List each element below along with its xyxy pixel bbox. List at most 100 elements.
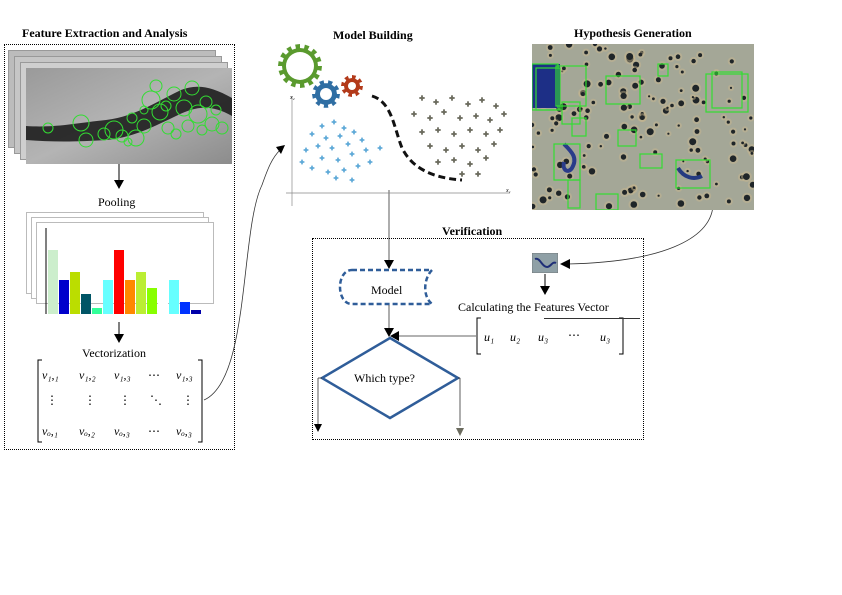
histogram-bar bbox=[158, 294, 168, 314]
section-title-model: Model Building bbox=[333, 28, 413, 42]
gear-icon-red bbox=[341, 75, 363, 97]
scatter-point bbox=[475, 113, 477, 119]
histogram-bar bbox=[180, 302, 190, 314]
scatter-point bbox=[467, 101, 469, 107]
scatter-point bbox=[499, 127, 501, 133]
scatter-point bbox=[347, 141, 349, 147]
classification-scatter-plot: x₂ x₁ bbox=[286, 94, 511, 206]
scatter-point bbox=[311, 131, 313, 137]
connector-arrowhead bbox=[390, 331, 399, 341]
scatter-point bbox=[469, 127, 471, 133]
scatter-point bbox=[489, 117, 491, 123]
arrow-to-vectorization bbox=[114, 322, 124, 343]
matrix-cell: v₁,₁ bbox=[42, 368, 59, 382]
candidate-patch-image bbox=[532, 253, 558, 273]
scatter-point bbox=[337, 157, 339, 163]
hypothesis-to-verification-connector bbox=[567, 205, 714, 265]
x-axis-label: x₁ bbox=[505, 188, 511, 194]
scatter-point bbox=[437, 127, 439, 133]
feature-vector: u₁ u₂ u₃ ⋯ u₃ bbox=[476, 316, 626, 356]
matrix-cell: ⋱ bbox=[150, 393, 162, 407]
histogram-bar bbox=[147, 288, 157, 314]
scatter-point bbox=[327, 169, 329, 175]
scatter-point bbox=[421, 95, 423, 101]
connector-arrowhead bbox=[560, 259, 570, 269]
scatter-point bbox=[445, 147, 447, 153]
gears-illustration bbox=[278, 44, 363, 108]
scatter-point bbox=[477, 171, 479, 177]
gear-icon-green bbox=[278, 44, 322, 88]
scatter-point bbox=[343, 167, 345, 173]
connector-arrowhead bbox=[384, 328, 394, 337]
vectorization-label: Vectorization bbox=[82, 346, 146, 360]
calc-features-label: Calculating the Features Vector bbox=[458, 300, 609, 314]
feature-matrix: v₁,₁ v₁,₂ v₁,₃ ⋯ v₁,₃ ⋮ ⋮ ⋮ ⋱ ⋮ vₒ,₁ vₒ,… bbox=[36, 358, 204, 444]
scatter-point bbox=[325, 135, 327, 141]
scatter-point bbox=[333, 119, 335, 125]
feature-extraction-panel bbox=[4, 44, 235, 450]
scatter-point bbox=[477, 147, 479, 153]
histogram-bar bbox=[70, 272, 80, 314]
vector-cell: u₁ bbox=[484, 330, 495, 344]
section-title-feature: Feature Extraction and Analysis bbox=[22, 26, 188, 40]
vector-cell: u₂ bbox=[510, 330, 521, 344]
matrix-cell: vₒ,₃ bbox=[176, 424, 192, 438]
connector-arrowhead bbox=[314, 424, 322, 432]
model-label: Model bbox=[371, 283, 403, 297]
matrix-to-model-connector bbox=[203, 149, 281, 401]
histogram-bar bbox=[191, 310, 201, 314]
scatter-point bbox=[311, 165, 313, 171]
scatter-point bbox=[437, 159, 439, 165]
scatter-point bbox=[301, 159, 303, 165]
scatter-point bbox=[421, 129, 423, 135]
vector-cell: u₃ bbox=[538, 330, 549, 344]
decision-boundary bbox=[371, 94, 463, 182]
keypoint-image bbox=[26, 68, 232, 164]
histogram-bar bbox=[169, 280, 179, 314]
which-type-diamond bbox=[319, 336, 461, 420]
scatter-point bbox=[429, 115, 431, 121]
histogram-bar bbox=[48, 250, 58, 314]
scatter-point bbox=[453, 131, 455, 137]
scatter-point bbox=[459, 115, 461, 121]
section-title-verification: Verification bbox=[442, 224, 503, 238]
scatter-point bbox=[481, 97, 483, 103]
matrix-cell: v₁,₃ bbox=[176, 368, 193, 382]
histogram-bar bbox=[81, 294, 91, 314]
scatter-point bbox=[361, 137, 363, 143]
scatter-point bbox=[305, 147, 307, 153]
histogram-bar bbox=[114, 250, 124, 314]
matrix-cell: ⋮ bbox=[119, 393, 131, 407]
scatter-point bbox=[339, 133, 341, 139]
scatter-point bbox=[365, 147, 367, 153]
model-shape bbox=[338, 268, 436, 306]
matrix-brackets bbox=[37, 359, 203, 443]
matrix-cell: vₒ,₂ bbox=[79, 424, 95, 438]
histogram-bar bbox=[125, 280, 135, 314]
matrix-cell: vₒ,₃ bbox=[114, 424, 130, 438]
histogram-chart bbox=[45, 228, 201, 314]
scatter-point bbox=[429, 143, 431, 149]
matrix-cell: v₁,₂ bbox=[79, 368, 96, 382]
vector-connector-line bbox=[544, 318, 640, 319]
scatter-point bbox=[343, 125, 345, 131]
scatter-point bbox=[351, 151, 353, 157]
scatter-point bbox=[357, 163, 359, 169]
histogram-bar bbox=[103, 280, 113, 314]
scatter-point bbox=[485, 155, 487, 161]
histogram-bar bbox=[136, 272, 146, 314]
scatter-point bbox=[321, 155, 323, 161]
hypothesis-image bbox=[532, 44, 754, 210]
matrix-cell: vₒ,₁ bbox=[42, 424, 58, 438]
matrix-cell: ⋮ bbox=[46, 393, 58, 407]
class-a-points bbox=[299, 119, 383, 183]
connector-arrowhead bbox=[456, 428, 464, 436]
scatter-point bbox=[317, 143, 319, 149]
vector-cell: ⋯ bbox=[568, 328, 580, 342]
which-type-label: Which type? bbox=[354, 371, 415, 385]
scatter-point bbox=[351, 177, 353, 183]
scatter-point bbox=[353, 129, 355, 135]
scatter-point bbox=[461, 171, 463, 177]
verification-panel bbox=[312, 238, 644, 440]
